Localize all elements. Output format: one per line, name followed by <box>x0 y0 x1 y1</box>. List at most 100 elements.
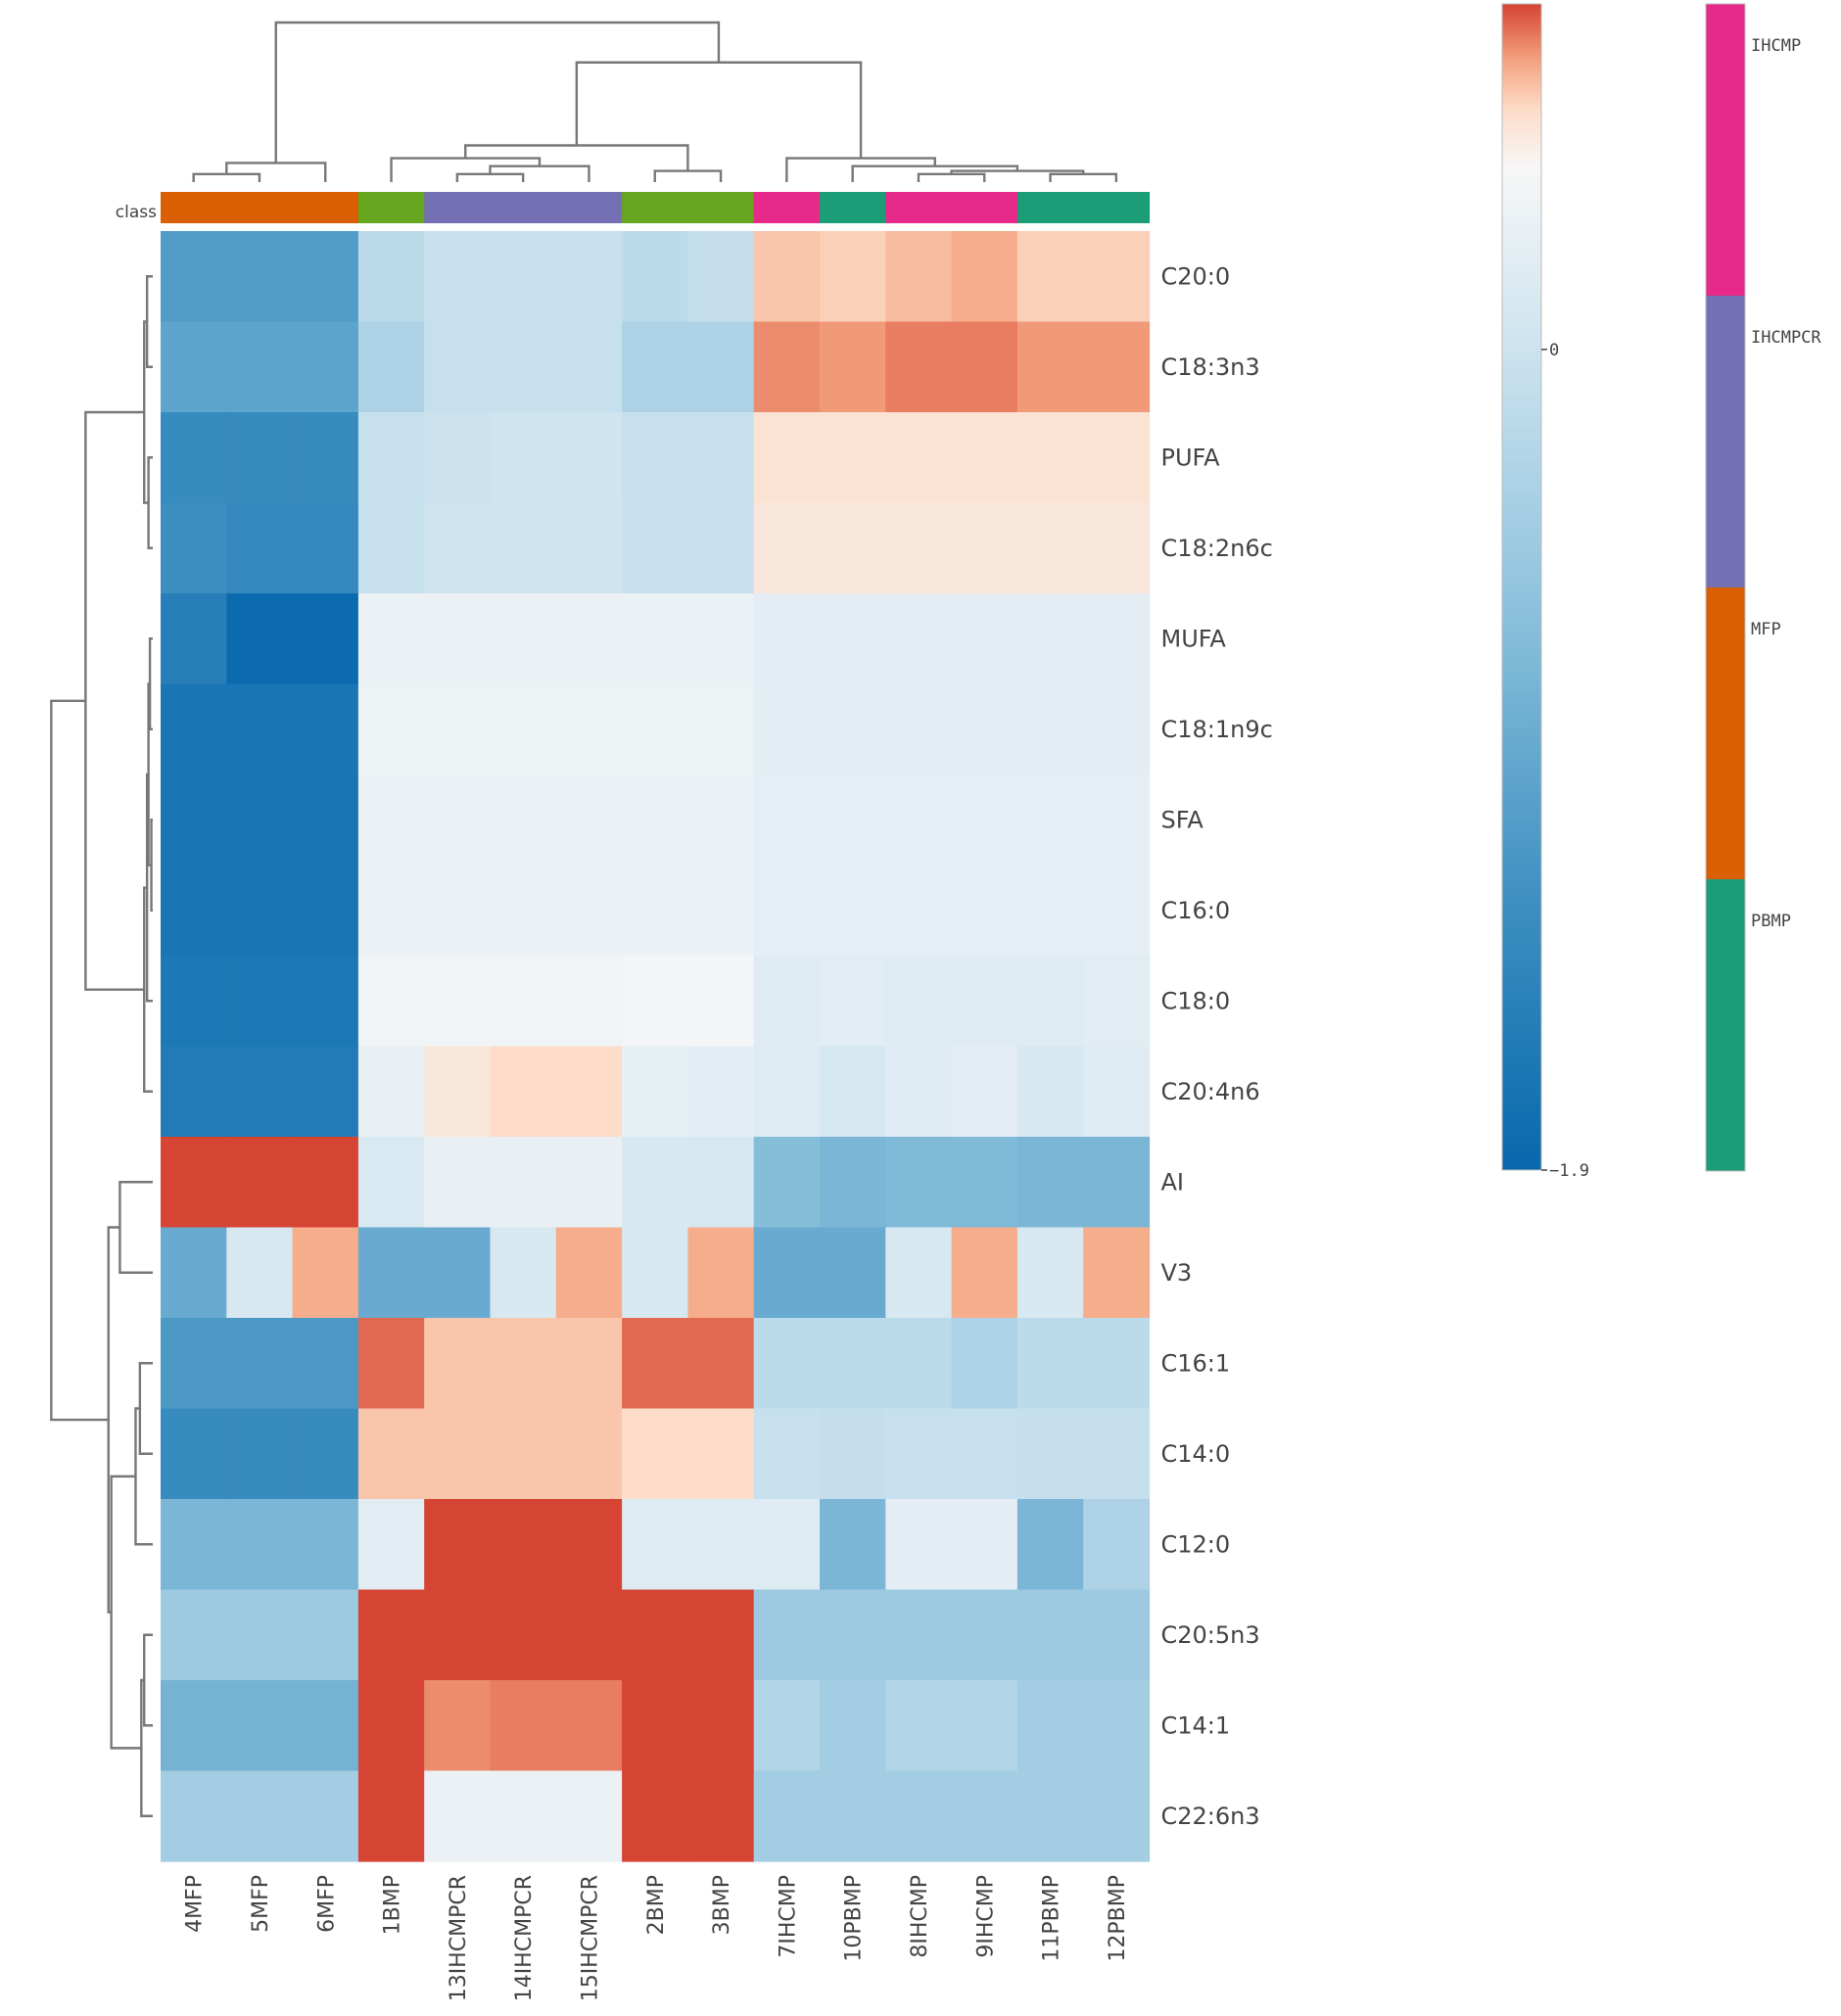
heatmap-cell-c22-6n3-6mfp <box>292 1770 359 1862</box>
row-label-c12-0: C12:0 <box>1161 1530 1231 1558</box>
heatmap-cell-v3-3bmp <box>687 1227 755 1319</box>
dendrogram-link <box>145 275 153 368</box>
heatmap-cell-c14-0-4mfp <box>161 1408 227 1500</box>
row-dendrogram <box>50 275 153 1817</box>
row-label-sfa: SFA <box>1161 806 1204 833</box>
row-label-c16-0: C16:0 <box>1161 897 1231 924</box>
heatmap-cell-c16-1-14ihcmpcr <box>490 1318 557 1410</box>
heatmap-cell-pufa-10pbmp <box>820 412 886 504</box>
column-label-2bmp: 2BMP <box>644 1875 669 1935</box>
heatmap-cell-c18-2n6c-2bmp <box>622 502 688 594</box>
class-legend-swatch-pbmp <box>1706 879 1745 1172</box>
colorbar-gradient <box>1501 3 1542 1171</box>
column-dendrogram <box>192 21 1118 182</box>
column-label-4mfp: 4MFP <box>183 1875 208 1933</box>
heatmap-cell-c20-4n6-1bmp <box>357 1046 425 1138</box>
row-label-pufa: PUFA <box>1161 444 1221 471</box>
heatmap-cell-c12-0-10pbmp <box>820 1499 886 1591</box>
heatmap-cell-c18-0-11pbmp <box>1016 956 1084 1048</box>
heatmap-cell-c22-6n3-10pbmp <box>820 1770 886 1862</box>
heatmap-cell-c14-1-12pbmp <box>1083 1680 1151 1772</box>
heatmap-cell-c20-0-4mfp <box>161 231 227 323</box>
row-label-c18-1n9c: C18:1n9c <box>1161 716 1273 743</box>
dendrogram-link <box>917 172 986 182</box>
heatmap-cell-c20-4n6-3bmp <box>687 1046 755 1138</box>
heatmap-cell-c14-0-6mfp <box>292 1408 359 1500</box>
class-cell-10pbmp <box>820 192 886 223</box>
heatmap-cell-c20-4n6-15ihcmpcr <box>555 1046 623 1138</box>
heatmap-cell-v3-6mfp <box>292 1227 359 1319</box>
heatmap-cell-c16-1-7ihcmp <box>753 1318 821 1410</box>
heatmap-cell-c12-0-11pbmp <box>1016 1499 1084 1591</box>
heatmap-cell-c18-3n3-5mfp <box>226 321 294 413</box>
heatmap-cell-sfa-15ihcmpcr <box>555 774 623 867</box>
dendrogram-link <box>225 162 327 182</box>
row-label-c22-6n3: C22:6n3 <box>1161 1803 1260 1830</box>
heatmap-cell-c16-0-7ihcmp <box>753 865 821 957</box>
column-label-13ihcmpcr: 13IHCMPCR <box>447 1875 471 2001</box>
column-label-3bmp: 3BMP <box>710 1875 734 1935</box>
heatmap-cell-sfa-7ihcmp <box>753 774 821 867</box>
heatmap-cell-c20-4n6-14ihcmpcr <box>490 1046 557 1138</box>
heatmap-cell-c16-0-15ihcmpcr <box>555 865 623 957</box>
heatmap-cell-c20-0-6mfp <box>292 231 359 323</box>
heatmap-cell-v3-2bmp <box>622 1227 688 1319</box>
heatmap-cell-c16-1-5mfp <box>226 1318 294 1410</box>
heatmap-cell-c20-5n3-12pbmp <box>1083 1589 1151 1681</box>
dendrogram-link <box>143 886 153 1093</box>
heatmap-cell-c18-2n6c-10pbmp <box>820 502 886 594</box>
heatmap-cell-c20-4n6-2bmp <box>622 1046 688 1138</box>
heatmap-cell-c18-3n3-4mfp <box>161 321 227 413</box>
heatmap-cell-c18-0-15ihcmpcr <box>555 956 623 1048</box>
heatmap-cell-pufa-4mfp <box>161 412 227 504</box>
colorbar-tick-label: −1.9 <box>1549 1161 1589 1181</box>
heatmap-cell-c18-1n9c-14ihcmpcr <box>490 683 557 775</box>
heatmap-cell-c20-5n3-10pbmp <box>820 1589 886 1681</box>
heatmap-cell-c14-1-14ihcmpcr <box>490 1680 557 1772</box>
heatmap-cell-c18-2n6c-1bmp <box>357 502 425 594</box>
heatmap-cell-ai-7ihcmp <box>753 1137 821 1229</box>
row-labels: C20:0 C18:3n3 PUFA C18:2n6c MUFA C18:1n9c SFA C… <box>1161 262 1273 1830</box>
heatmap-cell-c14-1-11pbmp <box>1016 1680 1084 1772</box>
heatmap-cell-c18-1n9c-9ihcmp <box>951 683 1018 775</box>
heatmap-cell-v3-10pbmp <box>820 1227 886 1319</box>
dendrogram-link <box>390 157 542 182</box>
heatmap-cell-v3-7ihcmp <box>753 1227 821 1319</box>
heatmap-cell-c18-3n3-7ihcmp <box>753 321 821 413</box>
heatmap-cell-pufa-3bmp <box>687 412 755 504</box>
heatmap-cell-mufa-3bmp <box>687 593 755 685</box>
heatmap-cell-c22-6n3-15ihcmpcr <box>555 1770 623 1862</box>
heatmap-cell-v3-11pbmp <box>1016 1227 1084 1319</box>
heatmap-cell-c14-1-4mfp <box>161 1680 227 1772</box>
heatmap-cell-v3-12pbmp <box>1083 1227 1151 1319</box>
heatmap-cell-c18-0-4mfp <box>161 956 227 1048</box>
heatmap-cell-pufa-7ihcmp <box>753 412 821 504</box>
class-cell-9ihcmp <box>951 192 1018 223</box>
heatmap-cell-c18-0-12pbmp <box>1083 956 1151 1048</box>
dendrogram-link <box>1049 172 1118 182</box>
row-label-ai: AI <box>1161 1168 1185 1196</box>
dendrogram-link <box>110 1475 142 1750</box>
heatmap-cell-c20-5n3-13ihcmpcr <box>424 1589 492 1681</box>
heatmap-cell-c22-6n3-8ihcmp <box>885 1770 953 1862</box>
column-label-14ihcmpcr: 14IHCMPCR <box>512 1875 537 2001</box>
heatmap-cell-c18-2n6c-9ihcmp <box>951 502 1018 594</box>
colorbar-tick-label: 0 <box>1549 341 1559 360</box>
heatmap-cell-pufa-12pbmp <box>1083 412 1151 504</box>
heatmap-cell-c20-5n3-5mfp <box>226 1589 294 1681</box>
heatmap-cell-c18-2n6c-3bmp <box>687 502 755 594</box>
heatmap-cell-c20-0-11pbmp <box>1016 231 1084 323</box>
heatmap-cell-c22-6n3-9ihcmp <box>951 1770 1018 1862</box>
heatmap-cell-c12-0-1bmp <box>357 1499 425 1591</box>
heatmap-cell-c16-0-12pbmp <box>1083 865 1151 957</box>
heatmap-cell-c22-6n3-1bmp <box>357 1770 425 1862</box>
heatmap-cell-c18-3n3-14ihcmpcr <box>490 321 557 413</box>
class-legend: IHCMP IHCMPCR MFP PBMP <box>1705 3 1821 1172</box>
heatmap-cell-c20-0-12pbmp <box>1083 231 1151 323</box>
heatmap-cell-ai-9ihcmp <box>951 1137 1018 1229</box>
column-label-5mfp: 5MFP <box>249 1875 273 1933</box>
heatmap-cell-ai-1bmp <box>357 1137 425 1229</box>
class-cell-15ihcmpcr <box>555 192 623 223</box>
heatmap-cell-c18-0-13ihcmpcr <box>424 956 492 1048</box>
